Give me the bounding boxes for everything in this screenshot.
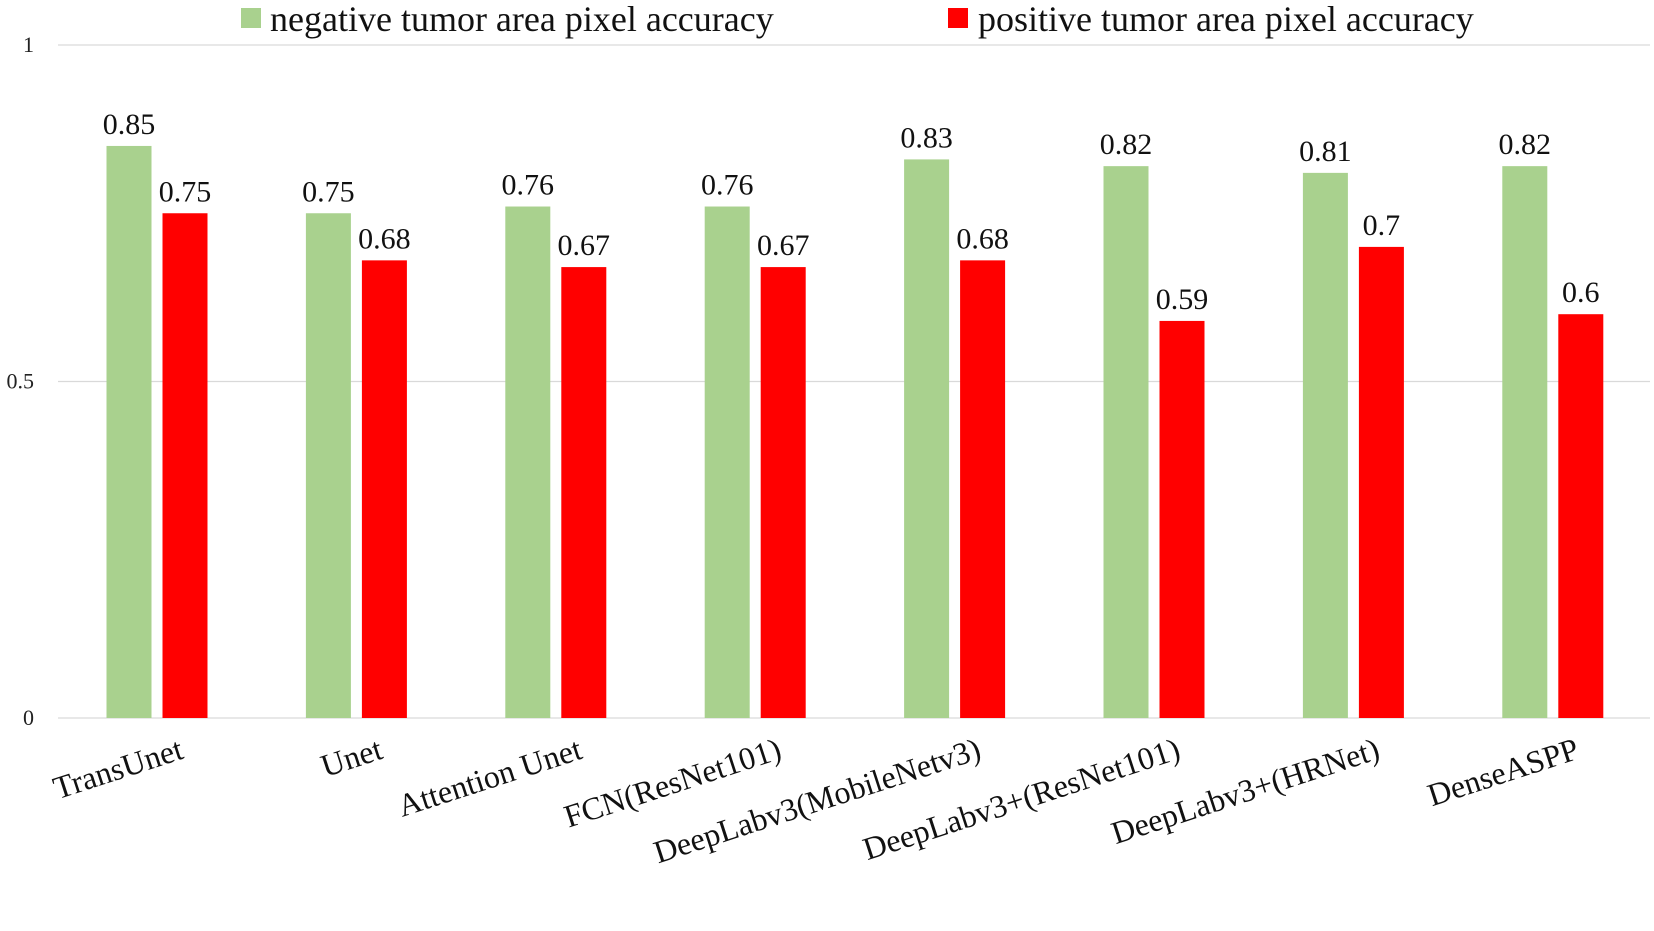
data-label: 0.76 [502,169,555,202]
data-label: 0.68 [358,222,411,255]
bar-series-2 [561,267,607,718]
legend-swatch [948,8,968,28]
x-tick-label: Unet [316,730,386,783]
y-tick-label: 0 [23,705,34,730]
data-label: 0.76 [701,169,754,202]
data-label: 0.85 [103,108,156,141]
bar-series-2 [1558,314,1604,718]
legend-label: negative tumor area pixel accuracy [270,0,774,39]
bar-series-1 [1103,166,1149,718]
data-label: 0.82 [1499,128,1552,161]
data-label: 0.59 [1156,283,1209,316]
data-label: 0.7 [1363,209,1401,242]
data-label: 0.81 [1299,135,1352,168]
bar-series-1 [106,145,152,718]
y-axis-ticks: 00.51 [7,32,35,730]
legend-label: positive tumor area pixel accuracy [978,0,1474,39]
bar-series-2 [361,260,407,718]
legend-swatch [241,8,261,28]
gridlines [58,44,1650,719]
bar-series-2 [1159,320,1205,718]
data-label: 0.67 [757,229,810,262]
bar-series-1 [505,206,551,718]
data-labels: 0.850.75 0.750.680.760.670.760.670.830.68… [103,108,1600,316]
bar-series-2 [1358,246,1404,718]
bar-series-1 [1302,172,1348,718]
x-tick-label: DenseASPP [1423,730,1583,813]
x-tick-label: DeepLabv3+(ResNet101) [858,730,1184,866]
x-tick-label: DeepLabv3(MobileNetv3) [649,730,985,870]
data-label: 0.6 [1562,276,1600,309]
bars [106,145,1604,718]
y-tick-label: 0.5 [7,369,35,394]
data-label: 0.75 [302,175,355,208]
bar-series-2 [760,267,806,718]
data-label: 0.83 [900,121,953,154]
legend: negative tumor area pixel accuracy positi… [241,0,1474,39]
bar-series-1 [904,159,950,718]
bar-series-1 [305,213,351,718]
bar-series-2 [960,260,1006,718]
data-label: 0.82 [1100,128,1153,161]
data-label: 0.75 [159,175,212,208]
bar-series-1 [1502,166,1548,718]
bar-series-2 [162,213,208,718]
x-tick-label: Attention Unet [393,730,586,823]
data-label: 0.68 [956,222,1009,255]
bar-series-1 [704,206,750,718]
y-tick-label: 1 [23,32,34,57]
data-label: 0.67 [558,229,611,262]
x-axis-labels: TransUnet Unet Attention UnetFCN(ResNet101… [49,730,1583,870]
x-tick-label: TransUnet [49,730,188,806]
